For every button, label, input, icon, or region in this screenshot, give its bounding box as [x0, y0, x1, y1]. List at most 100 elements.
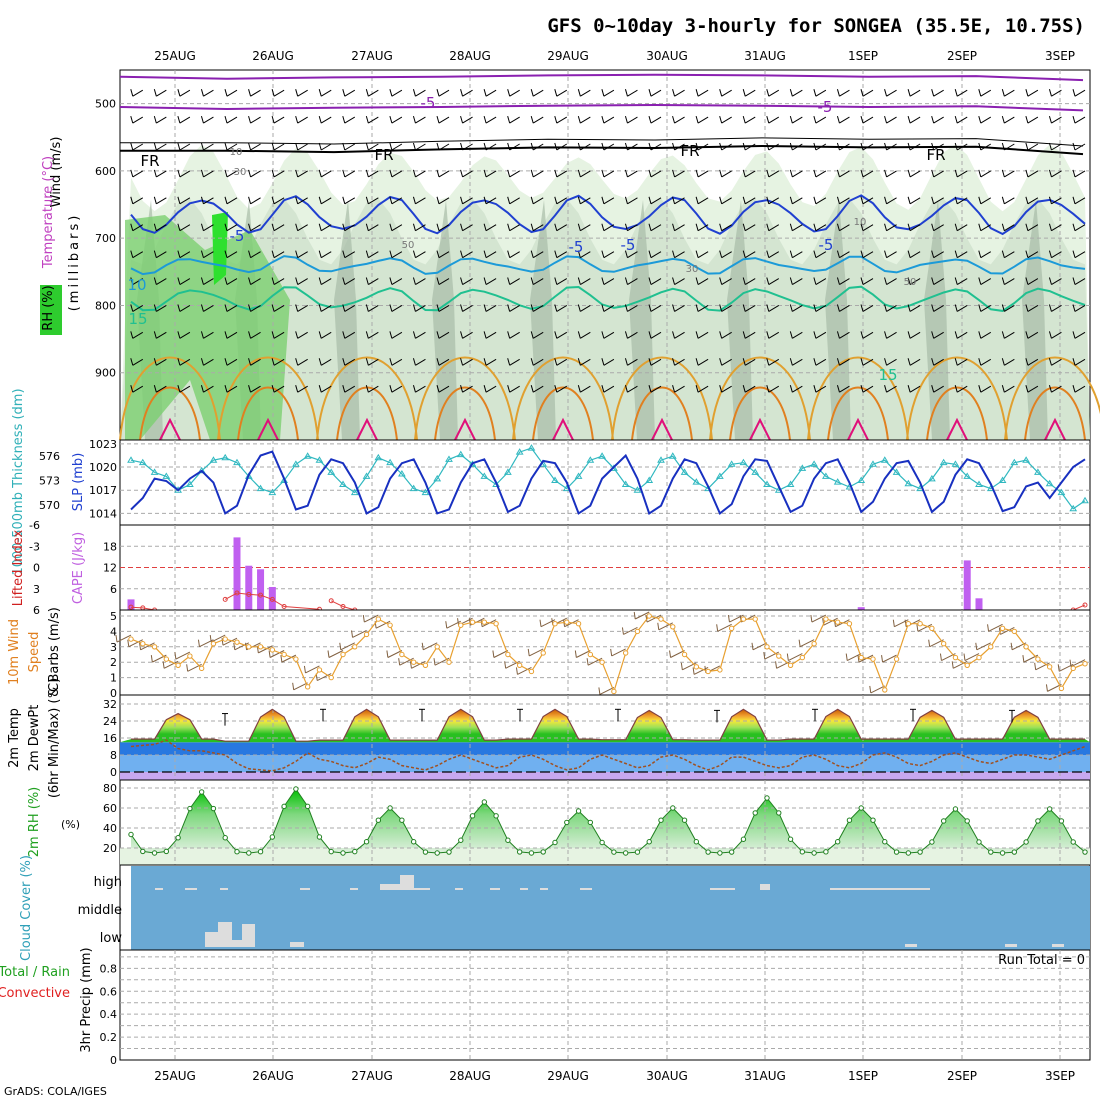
- upper-wind-barb-flag: [389, 304, 393, 312]
- rh-point: [799, 849, 806, 855]
- upper-wind-barb: [603, 278, 615, 285]
- upper-wind-barb: [956, 358, 968, 366]
- upper-wind-barb-flag: [224, 250, 228, 258]
- rh-point: [151, 850, 158, 856]
- slp-tick: 1020: [89, 461, 117, 474]
- upper-wind-barb-flag: [318, 223, 322, 231]
- upper-wind-barb: [250, 385, 261, 393]
- temp-0-8-band: [120, 755, 1090, 772]
- li-point: [128, 604, 134, 610]
- contour-label: FR: [926, 146, 945, 164]
- upper-wind-barb-flag: [624, 385, 628, 393]
- upper-wind-barb: [179, 143, 191, 151]
- wind-barb-flag: [150, 655, 153, 663]
- wind-barb: [328, 650, 344, 658]
- upper-wind-barb: [438, 224, 450, 232]
- li-tick: -3: [29, 540, 40, 553]
- thickness-point: [574, 472, 583, 479]
- upper-wind-barb-flag: [318, 115, 322, 124]
- rh-point: [1058, 818, 1065, 824]
- wind-barb: [776, 660, 791, 669]
- upper-wind-barb-flag: [648, 331, 652, 339]
- wind-barb-flag: [763, 651, 766, 660]
- wind-speed-point: [940, 641, 947, 647]
- upper-wind-barb-flag: [554, 169, 558, 178]
- upper-wind-barb: [956, 305, 968, 312]
- temp-tick: 24: [103, 715, 117, 728]
- upper-wind-barb-flag: [554, 142, 558, 151]
- temp-30c-contour: [552, 417, 574, 441]
- wind-speed-point: [481, 619, 488, 625]
- wind-speed-point: [858, 654, 864, 661]
- upper-wind-barb-flag: [884, 304, 888, 312]
- rh-point: [776, 810, 782, 816]
- upper-wind-barb: [980, 143, 992, 151]
- upper-wind-barb-flag: [200, 385, 204, 393]
- upper-wind-barb: [980, 251, 992, 259]
- upper-wind-barb: [744, 89, 756, 97]
- rh-point: [163, 848, 170, 855]
- upper-wind-barb-flag: [1001, 331, 1005, 339]
- upper-wind-barb: [721, 89, 732, 97]
- upper-wind-barb-flag: [483, 115, 487, 124]
- wind-tick: 4: [110, 625, 117, 638]
- upper-ytick: 900: [95, 367, 116, 380]
- upper-wind-barb-flag: [224, 385, 228, 393]
- upper-wind-barb: [956, 385, 968, 393]
- upper-wind-barb: [438, 197, 450, 205]
- thickness-point: [209, 456, 218, 463]
- upper-wind-barb-flag: [766, 358, 770, 366]
- upper-wind-barb: [980, 116, 992, 124]
- cloud-middle-label: middle: [78, 903, 122, 918]
- wind-barb-flag: [162, 661, 165, 669]
- upper-wind-barb: [721, 385, 732, 393]
- upper-wind-barb-flag: [389, 115, 393, 124]
- wind-speed-point: [410, 659, 417, 665]
- upper-wind-barb-flag: [200, 358, 204, 366]
- precip-tick: 0: [110, 1054, 117, 1067]
- upper-wind-barb-flag: [1048, 250, 1052, 258]
- upper-wind-barb-flag: [601, 196, 605, 204]
- upper-wind-barb: [297, 331, 308, 339]
- upper-wind-barb-flag: [789, 250, 793, 258]
- thickness-point: [928, 474, 936, 482]
- upper-wind-barb-flag: [318, 250, 322, 258]
- upper-wind-barb-flag: [483, 304, 487, 312]
- upper-wind-barb: [391, 197, 403, 205]
- upper-wind-barb-flag: [130, 331, 134, 339]
- upper-wind-barb-flag: [554, 304, 558, 312]
- upper-wind-barb-flag: [695, 142, 699, 151]
- wind-barb-flag: [881, 655, 884, 663]
- wind-barb: [976, 642, 992, 651]
- upper-wind-barb: [744, 170, 756, 178]
- upper-wind-barb-flag: [601, 277, 605, 285]
- upper-wind-barb-flag: [836, 89, 840, 97]
- upper-wind-barb-flag: [365, 115, 369, 124]
- wind-barb: [752, 642, 768, 651]
- cloud-high-cell: [920, 888, 930, 890]
- upper-wind-barb: [132, 197, 144, 205]
- upper-wind-barb-flag: [648, 89, 652, 97]
- upper-wind-barb-flag: [978, 223, 982, 231]
- upper-wind-barb: [792, 143, 803, 151]
- li-tick: 0: [33, 562, 40, 575]
- upper-wind-barb: [1051, 197, 1062, 205]
- upper-wind-barb-flag: [1048, 223, 1052, 231]
- upper-wind-barb-flag: [365, 304, 369, 312]
- upper-wind-barb: [203, 251, 214, 259]
- upper-ytick: 800: [95, 299, 116, 312]
- upper-wind-barb-flag: [177, 115, 181, 124]
- wind-barb: [210, 634, 226, 643]
- upper-wind-barb-flag: [1072, 223, 1076, 231]
- upper-wind-barb-flag: [601, 89, 605, 97]
- upper-wind-barb-flag: [389, 223, 393, 231]
- upper-wind-barb-flag: [907, 331, 911, 339]
- upper-wind-barb: [1027, 89, 1039, 97]
- cloud-low-label: low: [100, 931, 123, 946]
- upper-wind-barb-flag: [554, 331, 558, 339]
- cape-bar: [975, 598, 983, 610]
- upper-wind-barb-flag: [601, 250, 605, 258]
- upper-wind-barb: [320, 331, 332, 339]
- wind-barb: [658, 622, 674, 631]
- upper-wind-barb-flag: [365, 169, 369, 178]
